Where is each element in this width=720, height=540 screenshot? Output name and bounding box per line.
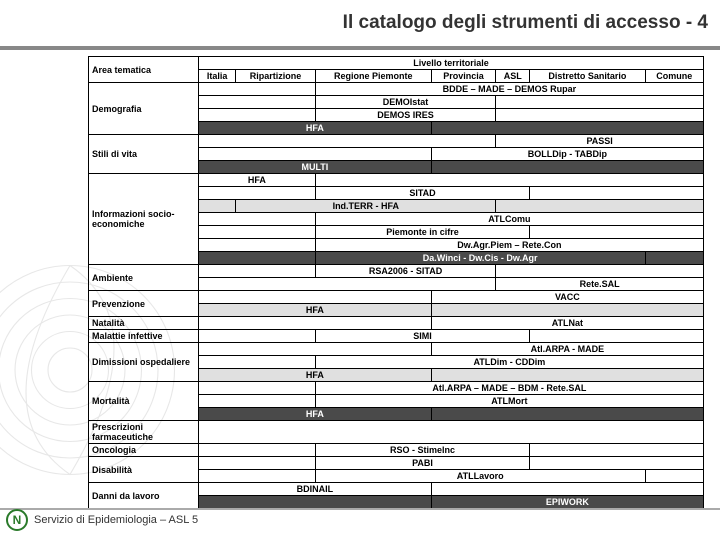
cell: BDINAIL <box>199 483 432 496</box>
slide-header: Il catalogo degli strumenti di accesso -… <box>0 0 720 50</box>
row-info: Informazioni socio-economiche <box>89 174 199 265</box>
cell: Ind.TERR - HFA <box>236 200 496 213</box>
cell: PABI <box>315 457 529 470</box>
col-distretto: Distretto Sanitario <box>530 70 645 83</box>
super-header: Livello territoriale <box>199 57 704 70</box>
row-demografia: Demografia <box>89 83 199 135</box>
row-disabilita: Disabilità <box>89 457 199 483</box>
cell: DEMOS IRES <box>315 109 496 122</box>
cell: ATLMort <box>315 395 703 408</box>
row-natalita: Natalità <box>89 317 199 330</box>
cell: BDDE – MADE – DEMOS Rupar <box>315 83 703 96</box>
col-ripartizione: Ripartizione <box>236 70 315 83</box>
cell: Dw.Agr.Piem – Rete.Con <box>315 239 703 252</box>
row-prevenzione: Prevenzione <box>89 291 199 317</box>
cell: DEMOIstat <box>315 96 496 109</box>
catalog-table-container: Area tematica Livello territoriale Itali… <box>88 56 704 509</box>
cell: HFA <box>199 408 432 421</box>
cell: BOLLDip - TABDip <box>431 148 703 161</box>
cell: HFA <box>199 304 432 317</box>
cell: ATLDim - CDDim <box>315 356 703 369</box>
cell: RSO - Stimelnc <box>315 444 529 457</box>
cell: Atl.ARPA - MADE <box>431 343 703 356</box>
cell: RSA2006 - SITAD <box>315 265 496 278</box>
cell: Da.Winci - Dw.Cis - Dw.Agr <box>315 252 645 265</box>
cell: Atl.ARPA – MADE – BDM - Rete.SAL <box>315 382 703 395</box>
col-comune: Comune <box>645 70 703 83</box>
slide-footer: N Servizio di Epidemiologia – ASL 5 <box>0 506 720 534</box>
cell: ATLNat <box>431 317 703 330</box>
row-danni: Danni da lavoro <box>89 483 199 509</box>
corner-cell: Area tematica <box>89 57 199 83</box>
catalog-table: Area tematica Livello territoriale Itali… <box>88 56 704 509</box>
cell: ATLComu <box>315 213 703 226</box>
col-regione: Regione Piemonte <box>315 70 431 83</box>
row-dimissioni: Dimissioni ospedaliere <box>89 343 199 382</box>
row-prescrizioni: Prescrizioni farmaceutiche <box>89 421 199 444</box>
cell: VACC <box>431 291 703 304</box>
col-provincia: Provincia <box>431 70 496 83</box>
footer-text: Servizio di Epidemiologia – ASL 5 <box>34 514 198 526</box>
cell: HFA <box>199 174 316 187</box>
row-malattie: Malattie infettive <box>89 330 199 343</box>
col-asl: ASL <box>496 70 530 83</box>
cell: SIMI <box>315 330 529 343</box>
cell: SITAD <box>315 187 529 200</box>
cell: ATLLavoro <box>315 470 645 483</box>
cell: HFA <box>199 122 432 135</box>
row-oncologia: Oncologia <box>89 444 199 457</box>
row-ambiente: Ambiente <box>89 265 199 291</box>
cell: Rete.SAL <box>496 278 704 291</box>
row-mortalita: Mortalità <box>89 382 199 421</box>
cell: MULTI <box>199 161 432 174</box>
cell: PASSI <box>496 135 704 148</box>
cell: Piemonte in cifre <box>315 226 529 239</box>
cell: HFA <box>199 369 432 382</box>
row-stili: Stili di vita <box>89 135 199 174</box>
col-italia: Italia <box>199 70 236 83</box>
page-title: Il catalogo degli strumenti di accesso -… <box>343 12 708 34</box>
footer-logo-icon: N <box>6 509 28 531</box>
